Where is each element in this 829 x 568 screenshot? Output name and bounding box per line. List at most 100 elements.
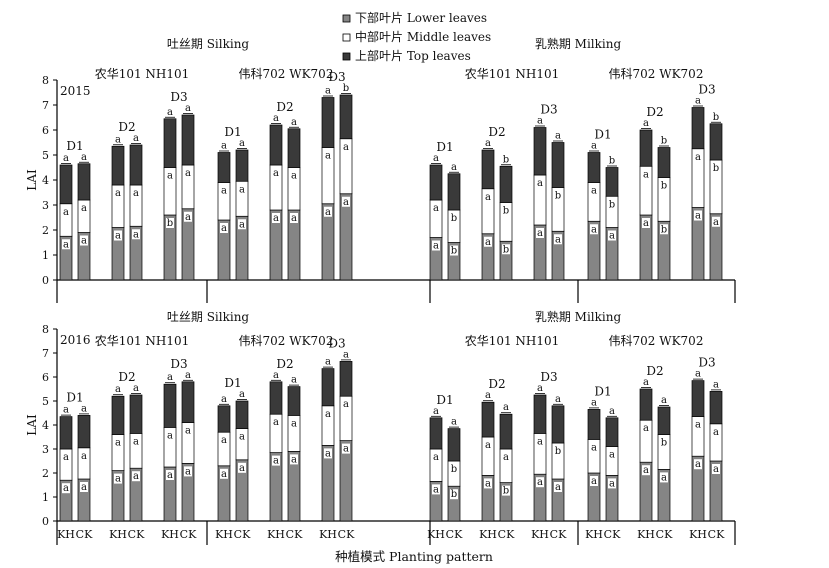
sig-letter-bg <box>590 442 598 453</box>
sig-letter: a <box>555 234 561 245</box>
sig-letter: a <box>291 454 297 465</box>
sig-letter: a <box>591 224 597 235</box>
year-label: 2016 <box>60 333 91 347</box>
y-tick-label: 4 <box>42 174 49 187</box>
density-label: D3 <box>170 90 187 104</box>
sig-letter: a <box>661 472 667 483</box>
sig-letter-bg <box>166 170 174 181</box>
sig-letter: a <box>343 197 349 208</box>
density-label: D1 <box>66 390 83 404</box>
sig-letter-bg <box>484 478 492 489</box>
sig-letter-bg <box>132 436 140 447</box>
bar-segment-top <box>709 123 723 161</box>
density-label: D2 <box>646 364 663 378</box>
sig-letter: a <box>537 178 543 189</box>
sig-letter: a <box>291 117 297 128</box>
sig-letter: a <box>591 397 597 408</box>
sig-letter: a <box>133 471 139 482</box>
sig-letter: a <box>555 482 561 493</box>
sig-letter-bg <box>608 449 616 460</box>
density-label: D1 <box>66 139 83 153</box>
sig-letter-bg <box>536 436 544 447</box>
sig-letter-bg <box>114 437 122 448</box>
sig-letter-bg <box>238 462 246 473</box>
y-tick-label: 7 <box>42 99 49 112</box>
treatment-label: KH <box>109 528 127 541</box>
sig-letter-bg <box>554 482 562 492</box>
bar-segment-top <box>111 395 125 435</box>
sig-letter: a <box>63 207 69 218</box>
sig-letter: a <box>537 436 543 447</box>
sig-letter-bg <box>554 190 562 201</box>
sig-letter: b <box>343 83 349 94</box>
sig-letter: a <box>695 420 701 431</box>
variety-label: 伟科702 WK702 <box>609 334 704 348</box>
density-label: D3 <box>698 356 715 370</box>
sig-letter-bg <box>536 178 544 188</box>
bar-segment-top <box>639 388 653 421</box>
bar-segment-top <box>321 368 335 407</box>
sig-letter: a <box>167 107 173 118</box>
legend-label-lower: 下部叶片 Lower leaves <box>355 10 487 25</box>
sig-letter: a <box>713 217 719 228</box>
sig-letter-bg <box>590 185 598 196</box>
sig-letter: a <box>115 474 121 485</box>
sig-letter-bg <box>432 484 440 495</box>
y-tick-label: 7 <box>42 347 49 360</box>
bar-segment-top <box>533 394 547 434</box>
sig-letter-bg <box>712 216 720 227</box>
sig-letter-bg <box>608 478 616 489</box>
sig-letter: a <box>325 151 331 162</box>
sig-letter: a <box>485 390 491 401</box>
density-label: D1 <box>436 393 453 407</box>
sig-letter-bg <box>62 452 70 462</box>
sig-letter: a <box>537 228 543 239</box>
bar-segment-top <box>551 405 565 444</box>
sig-letter-bg <box>712 163 720 173</box>
bar-segment-top <box>691 380 705 417</box>
sig-letter: a <box>343 399 349 410</box>
sig-letter: a <box>591 442 597 453</box>
treatment-label: KH <box>585 528 603 541</box>
bar-segment-top <box>339 361 353 397</box>
bar-segment-top <box>605 417 619 447</box>
sig-letter: a <box>343 142 349 153</box>
sig-letter: a <box>451 162 457 173</box>
sig-letter-bg <box>642 423 650 434</box>
sig-letter: a <box>81 482 87 493</box>
bar-segment-top <box>587 409 601 440</box>
sig-letter: a <box>503 402 509 413</box>
treatment-label: CK <box>708 528 725 541</box>
sig-letter-bg <box>694 210 702 221</box>
sig-letter: a <box>555 394 561 405</box>
sig-letter-bg <box>450 464 458 474</box>
density-label: D2 <box>646 105 663 119</box>
sig-letter: a <box>115 384 121 395</box>
sig-letter: a <box>325 86 331 97</box>
sig-letter-bg <box>660 437 668 448</box>
sig-letter-bg <box>166 430 174 441</box>
bar-segment-top <box>551 142 565 188</box>
stage-label: 乳熟期 Milking <box>535 36 622 51</box>
sig-letter-bg <box>660 224 668 235</box>
y-axis-title: LAI <box>25 414 39 436</box>
y-tick-label: 2 <box>42 224 49 237</box>
bar-segment-top <box>639 129 653 167</box>
sig-letter-bg <box>272 455 280 466</box>
sig-letter: b <box>503 154 509 165</box>
sig-letter-bg <box>324 448 332 459</box>
treatment-label: KH <box>215 528 233 541</box>
sig-letter-bg <box>80 203 88 213</box>
sig-letter: a <box>555 131 561 142</box>
sig-letter: a <box>185 466 191 477</box>
bar-segment-top <box>481 149 495 190</box>
sig-letter-bg <box>290 418 298 429</box>
sig-letter-bg <box>536 228 544 238</box>
bar-segment-top <box>235 400 249 429</box>
sig-letter: a <box>643 118 649 129</box>
bar-segment-top <box>181 114 195 166</box>
sig-letter: a <box>185 168 191 179</box>
sig-letter: a <box>713 427 719 438</box>
sig-letter: b <box>713 163 719 174</box>
